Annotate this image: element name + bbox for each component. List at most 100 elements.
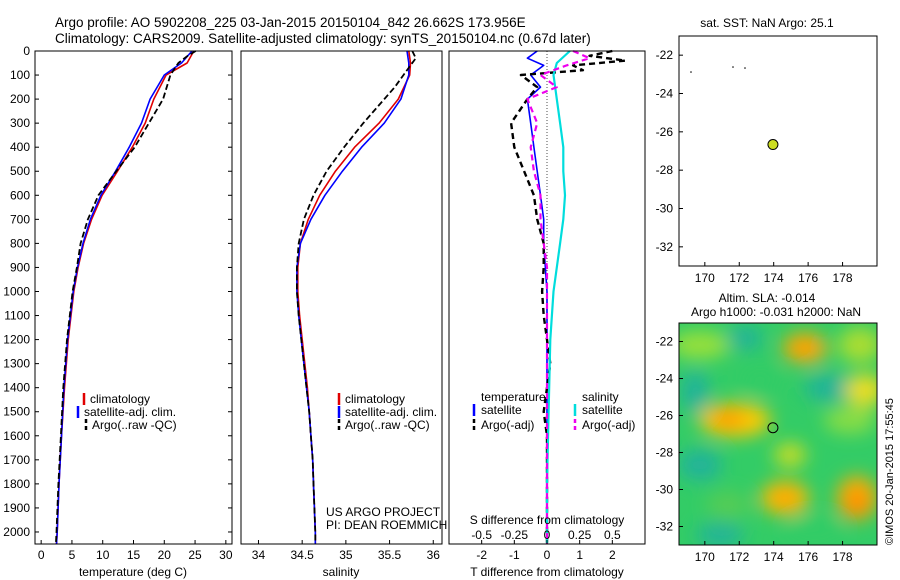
- sla-map-axes: 170 172 174 176 178 -22 -24 -26 -28 -30 -32: [656, 335, 853, 565]
- sla-map: Altim. SLA: -0.014 Argo h1000: -0.031 h2…: [656, 291, 878, 565]
- salinity-frame: [240, 50, 443, 545]
- s-difference-tick-label: -0.5: [471, 528, 492, 542]
- project-label: US ARGO PROJECT: [326, 505, 441, 519]
- depth-tick-label: 1200: [3, 333, 30, 347]
- map-lon-label: 172: [729, 550, 749, 564]
- series-line-satellite-adj-clim-: [296, 50, 410, 544]
- map-lon-label: 172: [729, 271, 749, 285]
- t-difference-label: T difference from climatology: [470, 565, 624, 579]
- series-line-salinity-argo-adj-: [526, 49, 591, 544]
- series-line-temperature-satellite: [526, 50, 548, 544]
- temperature-tick-label: 30: [219, 548, 233, 562]
- sst-map-frame: [678, 35, 878, 267]
- depth-tick-label: 700: [10, 212, 30, 226]
- s-difference-tick-label: -0.25: [501, 528, 529, 542]
- diff-legend-label-s-argo: Argo(-adj): [582, 418, 635, 432]
- t-difference-tick-label: 1: [576, 548, 583, 562]
- sst-map-speck: [744, 67, 746, 69]
- imos-stamp: ©IMOS 20-Jan-2015 17:55:45: [884, 398, 896, 545]
- map-lat-label: -30: [656, 202, 674, 216]
- argo-float-marker: [767, 139, 779, 151]
- temperature-x-axis: 0 5 10 15 20 25 30: [38, 540, 233, 562]
- argo-float-marker: [767, 422, 779, 434]
- diff-legend-label-t-argo: Argo(-adj): [481, 418, 534, 432]
- salinity-lines: [295, 50, 417, 544]
- map-lat-label: -26: [656, 409, 674, 423]
- temperature-tick-label: 25: [188, 548, 202, 562]
- t-difference-tick-label: 0: [544, 548, 551, 562]
- depth-tick-label: 900: [10, 260, 30, 274]
- map-lat-label: -28: [656, 163, 674, 177]
- depth-tick-label: 1000: [3, 284, 30, 298]
- salinity-tick-label: 34: [252, 548, 266, 562]
- salinity-tick-label: 35.5: [378, 548, 402, 562]
- depth-tick-label: 100: [10, 68, 30, 82]
- salinity-x-axis: 34 34.5 35 35.5 36: [252, 540, 440, 562]
- series-line-temperature-argo-adj-: [509, 49, 627, 544]
- sst-map-speck: [690, 71, 692, 73]
- depth-axis: 0 100 200 300 400 500 600 700 800 900 1000 1100 1200…: [3, 44, 232, 539]
- pi-label: PI: DEAN ROEMMICH: [326, 518, 447, 532]
- series-line-salinity-satellite: [545, 50, 571, 544]
- s-difference-tick-label: 0.5: [604, 528, 621, 542]
- salinity-panel: 34 34.5 35 35.5 36 salinity climatology sate…: [240, 50, 447, 579]
- sst-map: sat. SST: NaN Argo: 25.1 170 172 174 176 178…: [656, 16, 878, 285]
- temperature-lines: [55, 50, 197, 545]
- map-lon-label: 174: [764, 550, 784, 564]
- map-lat-label: -32: [656, 520, 674, 534]
- map-lat-label: -22: [656, 335, 674, 349]
- series-line-climatology: [55, 50, 195, 545]
- map-lon-label: 170: [695, 550, 715, 564]
- diff-legend-label-s-satellite: satellite: [582, 403, 623, 417]
- series-line-climatology: [296, 50, 412, 544]
- temperature-frame: [34, 50, 233, 545]
- sla-field: [679, 323, 877, 545]
- depth-tick-label: 300: [10, 116, 30, 130]
- t-difference-tick-label: -1: [509, 548, 520, 562]
- map-lat-label: -22: [656, 48, 674, 62]
- legend-salinity-title: salinity: [582, 390, 619, 404]
- series-line-argo-raw-qc-: [295, 50, 417, 544]
- legend-label-argo: Argo(..raw -QC): [92, 418, 177, 432]
- t-difference-tick-label: 2: [609, 548, 616, 562]
- depth-tick-label: 400: [10, 140, 30, 154]
- salinity-legend: climatology satellite-adj. clim. Argo(..…: [337, 392, 437, 432]
- difference-lines: [509, 49, 627, 544]
- salinity-tick-label: 34.5: [290, 548, 314, 562]
- salinity-tick-label: 36: [427, 548, 441, 562]
- temperature-legend: climatology satellite-adj. clim. Argo(..…: [76, 392, 177, 432]
- s-difference-tick-label: 0.25: [568, 528, 592, 542]
- header-line-2: Climatology: CARS2009. Satellite-adjuste…: [55, 31, 591, 46]
- salinity-xlabel: salinity: [323, 565, 360, 579]
- difference-legend: temperature satellite Argo(-adj) salinit…: [472, 390, 635, 432]
- salinity-tick-label: 35: [339, 548, 353, 562]
- sal-legend-label-argo: Argo(..raw -QC): [345, 418, 430, 432]
- depth-tick-label: 1700: [3, 453, 30, 467]
- temperature-tick-label: 10: [96, 548, 110, 562]
- series-line-argo-raw-qc-: [55, 50, 197, 545]
- map-lat-label: -24: [656, 87, 674, 101]
- map-lat-label: -28: [656, 446, 674, 460]
- temperature-tick-label: 20: [158, 548, 172, 562]
- temperature-tick-label: 15: [127, 548, 141, 562]
- t-difference-tick-label: -2: [476, 548, 487, 562]
- depth-tick-label: 800: [10, 236, 30, 250]
- sst-map-title: sat. SST: NaN Argo: 25.1: [700, 16, 834, 30]
- map-lon-label: 174: [764, 271, 784, 285]
- diff-legend-label-t-satellite: satellite: [481, 403, 522, 417]
- sla-map-title-2: Argo h1000: -0.031 h2000: NaN: [691, 305, 861, 319]
- map-lat-label: -30: [656, 483, 674, 497]
- map-lon-label: 176: [798, 550, 818, 564]
- map-lon-label: 170: [695, 271, 715, 285]
- series-line-satellite-adj-clim-: [55, 50, 193, 545]
- legend-label-satellite: satellite-adj. clim.: [84, 405, 176, 419]
- legend-label-climatology: climatology: [90, 392, 150, 406]
- depth-tick-label: 1400: [3, 381, 30, 395]
- depth-tick-label: 1600: [3, 429, 30, 443]
- s-difference-label: S difference from climatology: [470, 513, 625, 527]
- sst-map-axes: 170 172 174 176 178 -22 -24 -26 -28 -30 -32: [656, 48, 853, 285]
- temperature-xlabel: temperature (deg C): [79, 565, 187, 579]
- depth-tick-label: 1800: [3, 477, 30, 491]
- depth-tick-label: 1300: [3, 357, 30, 371]
